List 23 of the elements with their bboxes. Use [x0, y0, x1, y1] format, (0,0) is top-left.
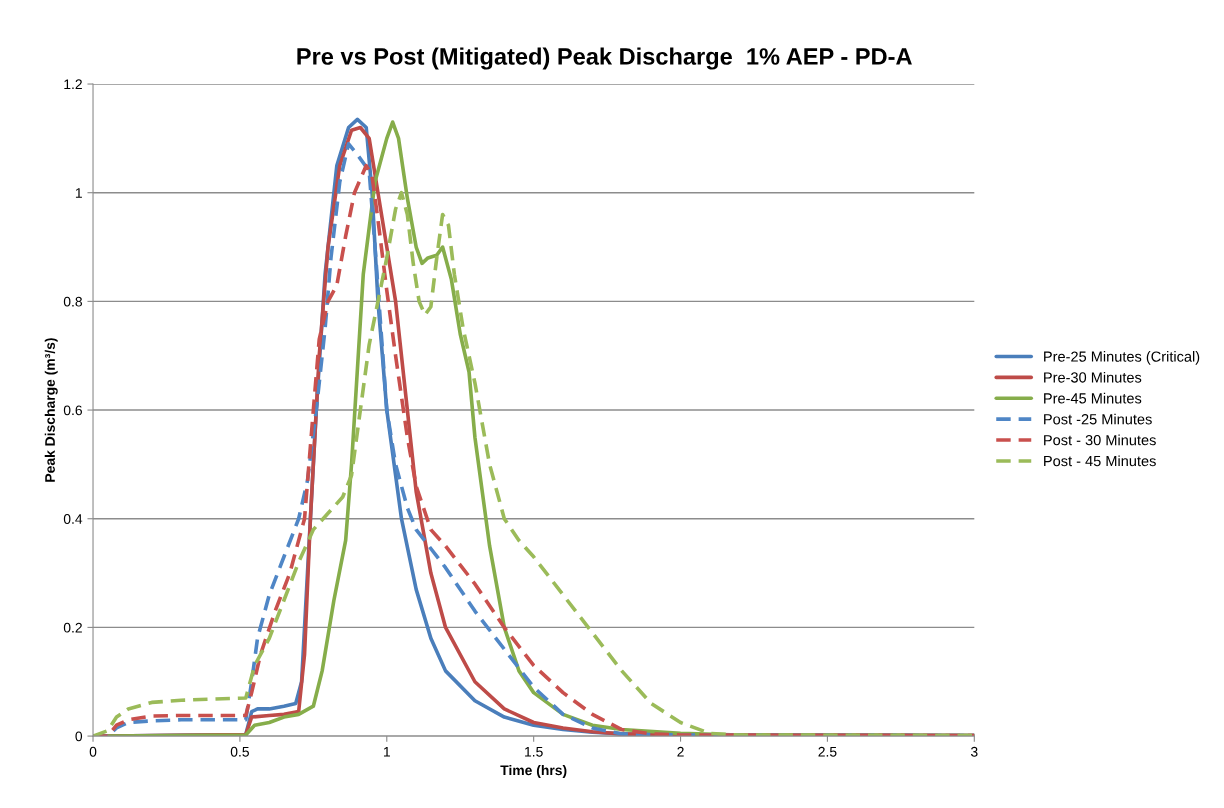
- x-tick-label: 0.5: [230, 746, 249, 757]
- y-tick-label: 0.4: [63, 514, 83, 524]
- legend-label: Post - 30 Minutes: [1044, 434, 1156, 446]
- legend-label: Pre-30 Minutes: [1044, 371, 1142, 383]
- y-tick-label: 0.2: [63, 622, 82, 633]
- legend-label: Post -25 Minutes: [1044, 413, 1152, 425]
- x-tick-label: 2: [677, 746, 684, 757]
- legend-label: Post - 45 Minutes: [1044, 455, 1156, 467]
- x-tick-label: 1: [383, 747, 390, 757]
- y-tick-label: 1.2: [64, 79, 82, 90]
- legend-label: Pre-25 Minutes (Critical): [1044, 351, 1200, 365]
- x-tick-label: 3: [970, 746, 978, 757]
- y-tick-label: 1: [75, 188, 82, 198]
- y-tick-label: 0: [75, 731, 83, 742]
- x-tick-label: 2.5: [818, 746, 837, 757]
- y-axis-title: Peak Discharge (m³/s): [44, 338, 58, 482]
- y-tick-label: 0.6: [63, 405, 82, 416]
- chart-title: Pre vs Post (Mitigated) Peak Discharge 1% AEP - PD-A: [297, 47, 912, 70]
- x-axis-title: Time (hrs): [500, 765, 567, 778]
- y-tick-label: 0.8: [63, 296, 83, 307]
- legend-label: Pre-45 Minutes: [1044, 392, 1142, 404]
- x-tick-label: 0: [89, 746, 97, 757]
- x-tick-label: 1.5: [525, 747, 543, 757]
